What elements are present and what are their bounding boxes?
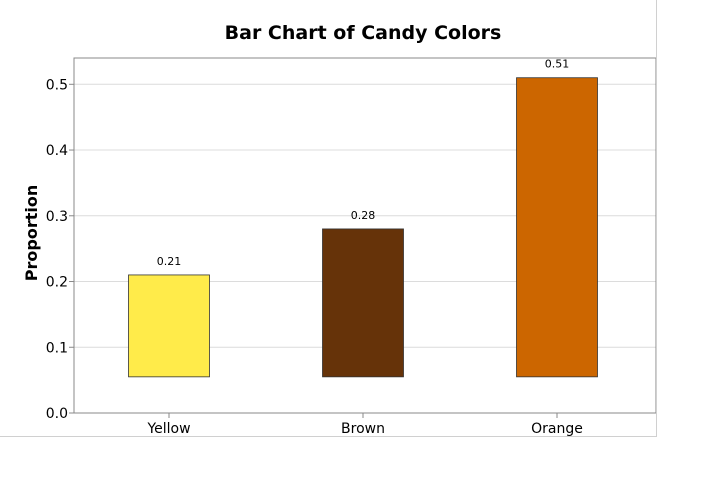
y-tick-label: 0.2	[46, 275, 68, 291]
y-axis-ticks: 0.0 0.1 0.2 0.3 0.4 0.5	[46, 77, 74, 422]
y-axis-label: Proportion	[22, 185, 41, 281]
y-tick-label: 0.1	[46, 340, 68, 356]
data-label: 0.51	[545, 58, 570, 71]
y-tick-label: 0.3	[46, 209, 68, 225]
chart-panel: Bar Chart of Candy Colors Proportion 0.2…	[0, 0, 657, 437]
plot-frame	[73, 57, 656, 414]
x-axis-ticks: Yellow Brown Orange	[146, 413, 583, 436]
bar-yellow	[128, 274, 210, 378]
y-tick-label: 0.4	[46, 143, 68, 159]
bars	[128, 77, 598, 378]
x-tick-label: Orange	[531, 421, 583, 436]
x-tick-label: Yellow	[146, 421, 190, 436]
data-label: 0.28	[351, 209, 376, 222]
bar-chart: Bar Chart of Candy Colors Proportion 0.2…	[22, 22, 656, 436]
bar-orange	[516, 77, 598, 378]
y-tick-label: 0.0	[46, 406, 68, 422]
data-label: 0.21	[157, 255, 182, 268]
data-labels: 0.21 0.28 0.51	[157, 58, 570, 268]
chart-title: Bar Chart of Candy Colors	[225, 22, 502, 44]
y-tick-label: 0.5	[46, 77, 68, 93]
axes	[73, 57, 656, 414]
x-tick-label: Brown	[341, 421, 385, 436]
bar-brown	[322, 228, 404, 378]
